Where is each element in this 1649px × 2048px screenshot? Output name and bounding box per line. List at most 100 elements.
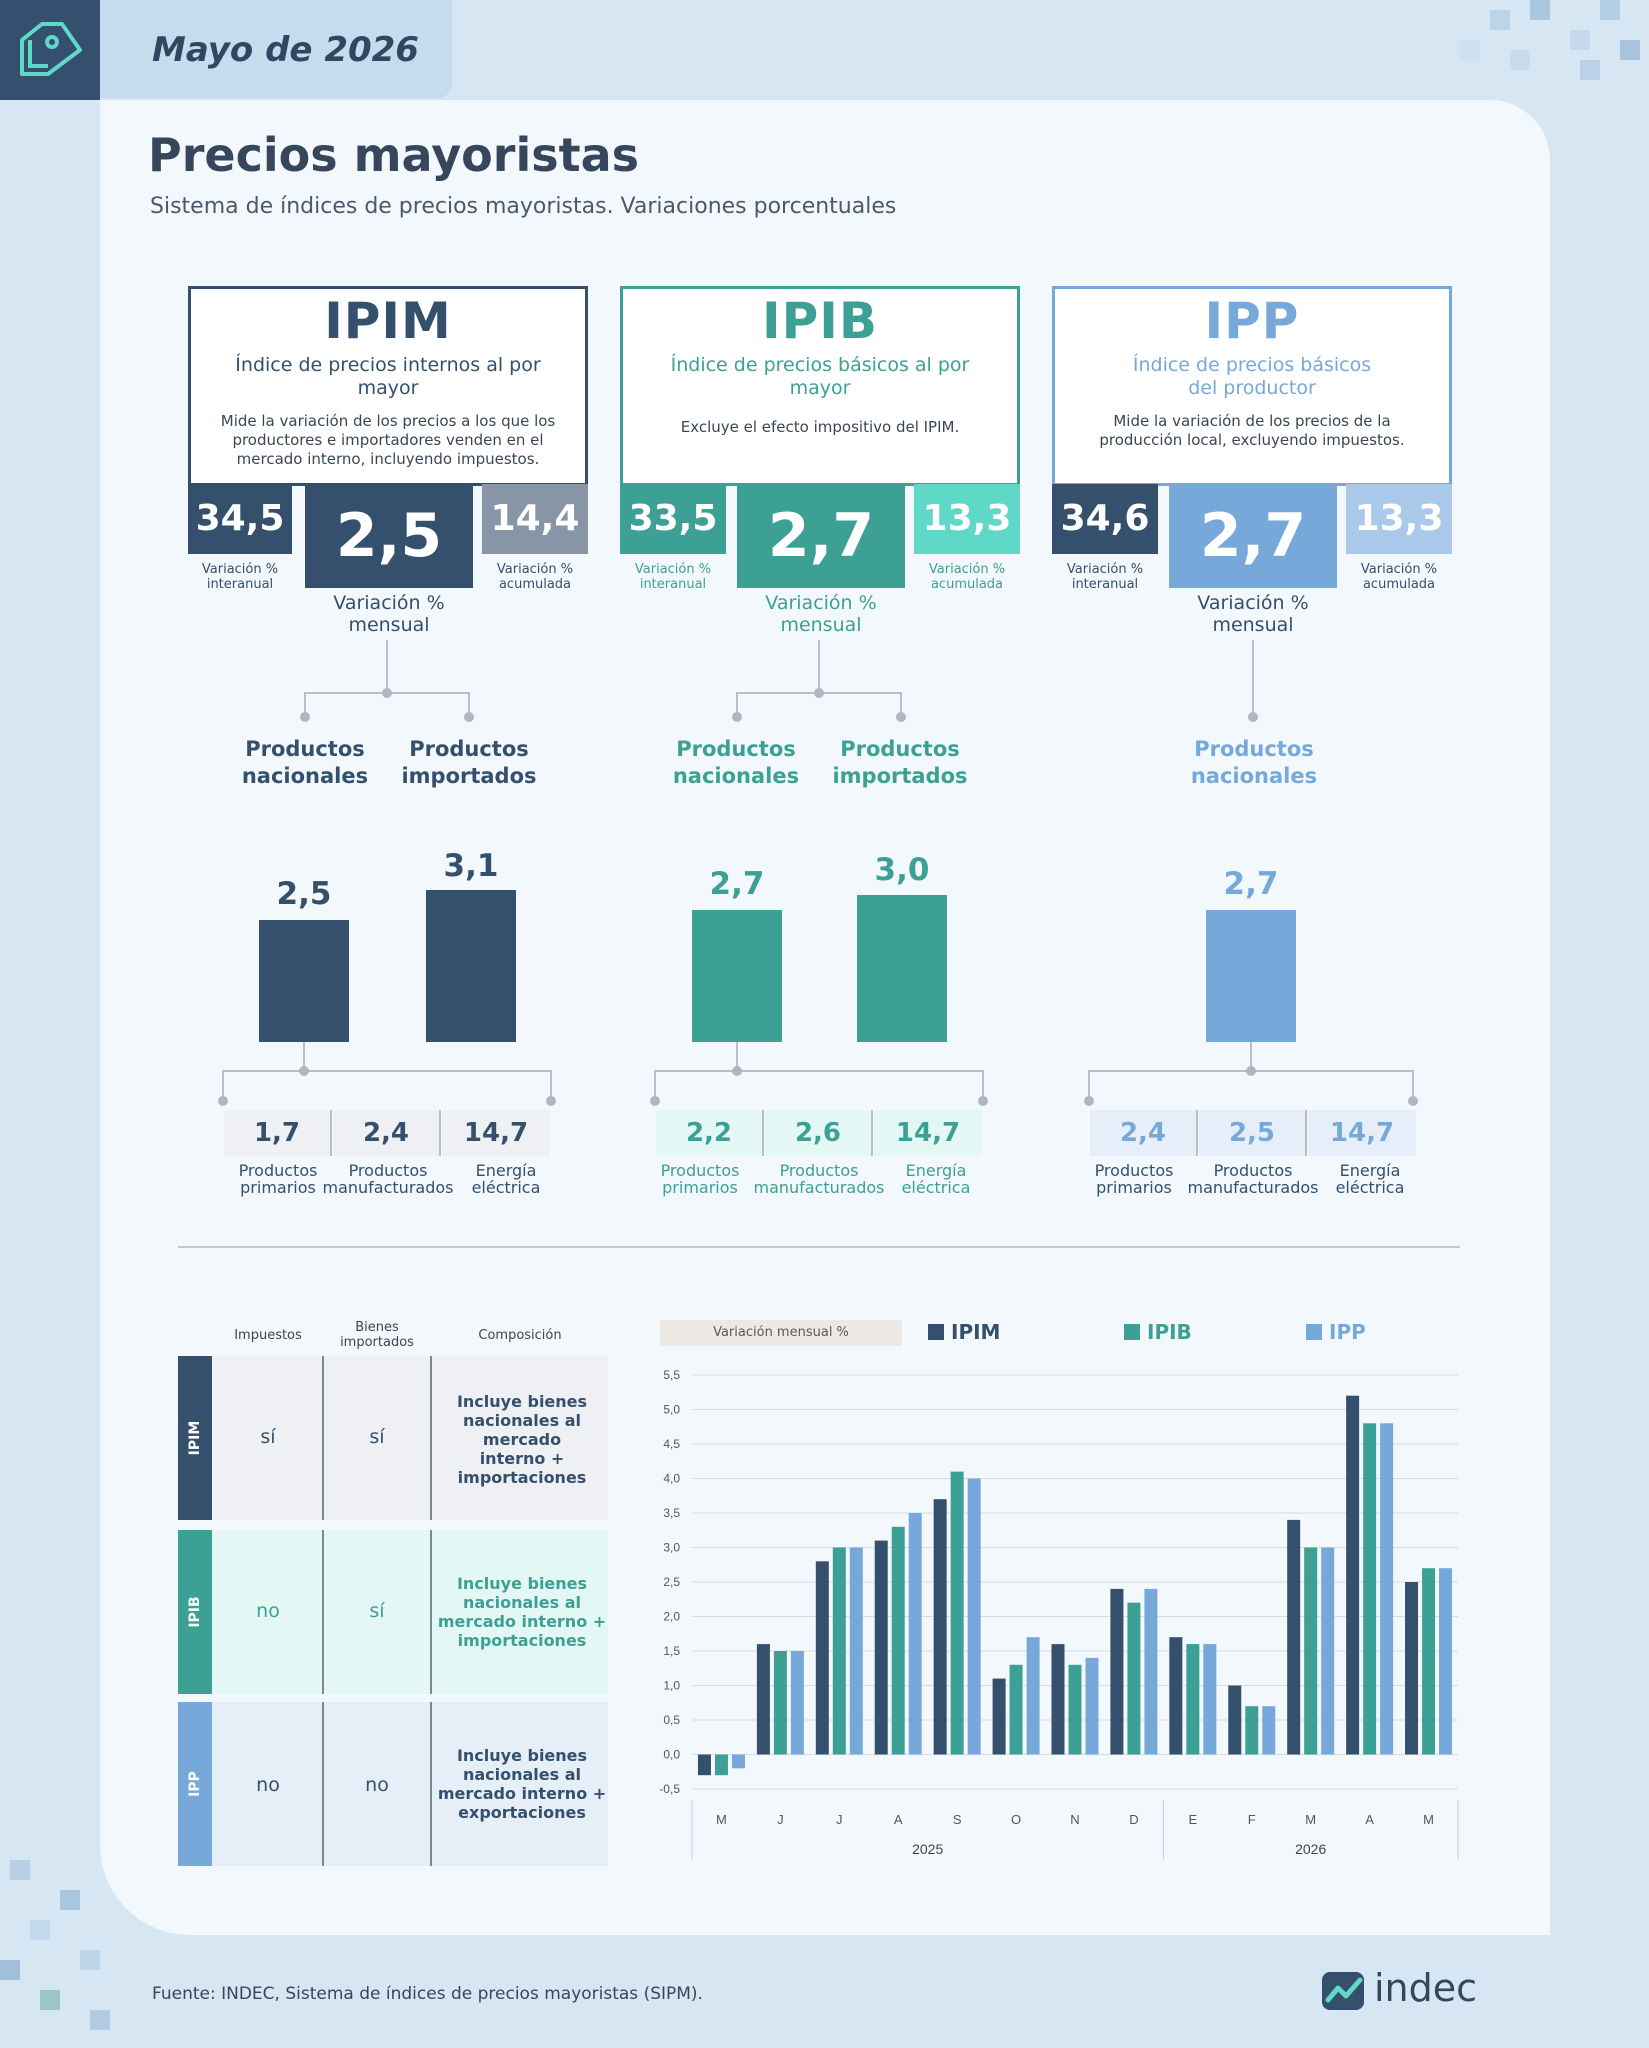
table-row — [212, 1530, 608, 1694]
bar-ipp — [1321, 1547, 1335, 1755]
row-label-text: IPP — [187, 1771, 203, 1797]
ipim-acumulada-value: 14,4 — [482, 484, 588, 554]
ipib-primarios-value: 2,2 — [656, 1110, 764, 1156]
x-tick-label: N — [1070, 1812, 1079, 1827]
tree-node — [732, 712, 742, 722]
tree-node — [299, 1066, 309, 1076]
source-note: Fuente: INDEC, Sistema de índices de pre… — [152, 1984, 703, 2004]
ipib-manufacturados-label: Productos manufacturados — [753, 1161, 885, 1197]
bar-ipim — [992, 1678, 1006, 1755]
column-separator — [430, 1702, 432, 1866]
bar-ipp — [1085, 1657, 1099, 1755]
bar-ipib — [1245, 1706, 1259, 1755]
x-tick-label: S — [953, 1812, 962, 1827]
ipib-acumulada-value: 13,3 — [914, 484, 1020, 554]
bar-ipib — [1127, 1602, 1141, 1755]
ipp-manufacturados-label: Productos manufacturados — [1187, 1161, 1319, 1197]
pixel-decoration-top — [1360, 0, 1649, 120]
cell-impuestos: no — [256, 1600, 280, 1622]
ipim-interanual-value: 34,5 — [188, 484, 292, 554]
y-tick-label: 1,0 — [663, 1679, 680, 1693]
tree-connector — [736, 1042, 738, 1070]
column-separator — [430, 1530, 432, 1694]
y-tick-label: 4,0 — [663, 1472, 680, 1486]
ipim-mensual-value: 2,5 — [305, 484, 473, 588]
ipim-energia-value: 14,7 — [442, 1110, 550, 1156]
ipib-energia-label: Energía eléctrica — [901, 1161, 971, 1197]
ipib-nacionales-value: 2,7 — [709, 866, 765, 902]
tree-connector — [654, 1070, 984, 1072]
ipp-primarios-value: 2,4 — [1090, 1110, 1198, 1156]
cell-importados: sí — [369, 1426, 385, 1448]
legend-swatch — [1124, 1324, 1140, 1340]
tree-connector — [654, 1070, 656, 1100]
tree-connector — [1250, 1042, 1252, 1070]
indec-logo-text: indec — [1374, 1966, 1478, 2010]
bar-ipim — [874, 1540, 888, 1755]
bar-ipib — [1068, 1664, 1082, 1755]
row-label-ipp: IPP — [178, 1702, 212, 1866]
tree-connector — [468, 692, 470, 716]
legend-ipib: IPIB — [1124, 1320, 1192, 1344]
ipib-code: IPIB — [762, 292, 878, 350]
tree-node — [896, 712, 906, 722]
cell-importados: sí — [369, 1600, 385, 1622]
ipim-name: Índice de precios internos al por mayor — [235, 353, 541, 399]
year-label: 2026 — [1295, 1841, 1326, 1857]
tree-connector — [736, 692, 738, 716]
bar-ipim — [756, 1644, 770, 1755]
legend-ipp: IPP — [1306, 1320, 1366, 1344]
row-label-text: IPIM — [187, 1420, 203, 1456]
ipim-manufacturados-value: 2,4 — [333, 1110, 441, 1156]
x-tick-label: O — [1011, 1812, 1021, 1827]
bar-ipp — [1439, 1568, 1453, 1755]
bar-ipib — [714, 1754, 728, 1776]
bar-ipim — [1110, 1588, 1124, 1755]
bar-ipib — [1186, 1644, 1200, 1755]
column-separator — [322, 1356, 324, 1520]
legend-label: IPIM — [951, 1320, 1001, 1344]
tree-connector — [982, 1070, 984, 1100]
ipim-primarios-label: Productos primarios — [238, 1161, 318, 1197]
tree-connector — [386, 640, 388, 692]
tree-node — [814, 688, 824, 698]
tree-connector — [1088, 1070, 1090, 1100]
tree-node — [1408, 1096, 1418, 1106]
legend-swatch — [928, 1324, 944, 1340]
ipp-nacionales-value: 2,7 — [1223, 866, 1279, 902]
page-subtitle: Sistema de índices de precios mayoristas… — [150, 194, 897, 219]
tree-connector — [1252, 640, 1254, 716]
ipim-sub-nacionales: Productos nacionales — [241, 737, 369, 788]
tree-node — [464, 712, 474, 722]
y-tick-label: 2,5 — [663, 1575, 680, 1589]
bar-ipp — [1380, 1423, 1394, 1755]
tree-connector — [1412, 1070, 1414, 1100]
x-tick-label: D — [1129, 1812, 1138, 1827]
x-tick-label: M — [1305, 1812, 1316, 1827]
tree-connector — [550, 1070, 552, 1100]
column-separator — [322, 1530, 324, 1694]
col-header-importados: Bienes importados — [340, 1320, 414, 1350]
x-tick-label: A — [894, 1812, 903, 1827]
bar-ipp — [908, 1513, 922, 1755]
tree-node — [1246, 1066, 1256, 1076]
ipib-primarios-label: Productos primarios — [660, 1161, 740, 1197]
tree-connector — [818, 640, 820, 692]
tree-connector — [222, 1070, 224, 1100]
tree-node — [546, 1096, 556, 1106]
ipib-manufacturados-value: 2,6 — [765, 1110, 873, 1156]
bar-ipim — [1169, 1637, 1183, 1755]
tree-node — [650, 1096, 660, 1106]
col-header-composicion: Composición — [478, 1328, 562, 1343]
bar-ipp — [1203, 1644, 1217, 1755]
bar-ipib — [1422, 1568, 1436, 1755]
bar-ipim — [1405, 1582, 1419, 1755]
ipib-importados-value: 3,0 — [874, 852, 930, 888]
bar-ipim — [1346, 1395, 1360, 1755]
ipp-mensual-label: Variación % mensual — [1197, 592, 1309, 636]
ipib-importados-bar — [857, 895, 947, 1042]
ipim-manufacturados-label: Productos manufacturados — [322, 1161, 454, 1197]
ipp-box: IPP Índice de precios básicos del produc… — [1052, 286, 1452, 486]
tree-connector — [303, 1042, 305, 1070]
tree-node — [300, 712, 310, 722]
